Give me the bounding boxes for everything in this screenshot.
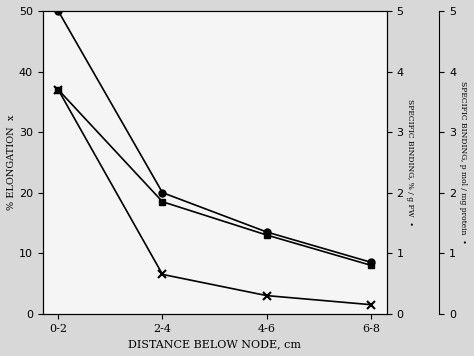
- X-axis label: DISTANCE BELOW NODE, cm: DISTANCE BELOW NODE, cm: [128, 339, 301, 349]
- Y-axis label: SPECIFIC BINDING, p mol / mg protein  •: SPECIFIC BINDING, p mol / mg protein •: [459, 81, 467, 244]
- Y-axis label: SPECIFIC BINDING, % / g FW  •: SPECIFIC BINDING, % / g FW •: [406, 99, 414, 226]
- Y-axis label: % ELONGATION  x: % ELONGATION x: [7, 115, 16, 210]
